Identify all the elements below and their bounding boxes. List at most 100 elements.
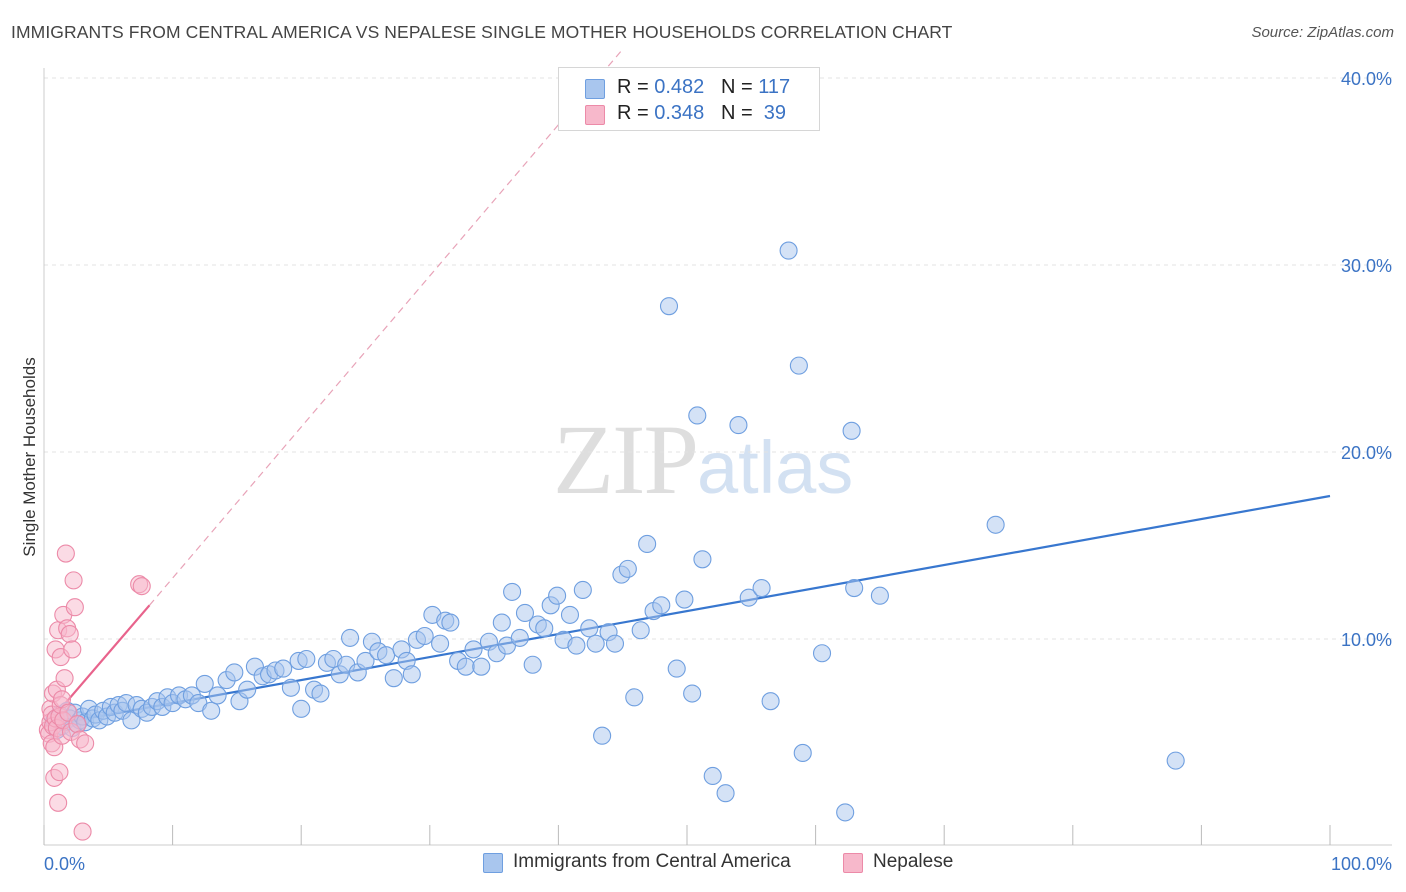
point-central-america (515, 603, 535, 623)
point-central-america (716, 784, 735, 803)
series-nepalese (38, 544, 151, 841)
point-central-america (456, 657, 475, 676)
point-nepalese (56, 544, 75, 563)
grid-lines (44, 77, 1392, 640)
point-central-america (431, 634, 450, 653)
point-central-america (638, 534, 657, 554)
y-tick-label: 40.0% (1341, 69, 1392, 89)
y-tick-label: 20.0% (1341, 443, 1392, 463)
point-central-america (573, 580, 592, 600)
point-nepalese (63, 640, 82, 659)
point-nepalese (64, 571, 83, 590)
point-central-america (492, 613, 511, 632)
point-central-america (761, 692, 780, 711)
point-central-america (415, 626, 434, 646)
legend-n-value: 39 (758, 102, 787, 124)
legend-swatch-central-america (483, 853, 503, 873)
point-central-america (842, 421, 861, 440)
point-central-america (659, 297, 679, 316)
watermark-atlas: atlas (697, 426, 854, 509)
point-central-america (586, 634, 605, 653)
point-central-america (225, 663, 244, 682)
nepalese-trend-extension (148, 48, 624, 606)
point-central-america (812, 644, 832, 663)
tick-labels: 10.0% 20.0% 30.0% 40.0% 0.0% 100.0% (44, 69, 1392, 874)
point-central-america (384, 669, 403, 688)
source-label[interactable]: Source: ZipAtlas.com (1251, 24, 1394, 41)
point-central-america (356, 651, 375, 670)
point-central-america (281, 678, 300, 697)
data-points (38, 241, 1185, 841)
stats-legend: R = 0.482 N = 117 R = 0.348 N = 39 (558, 67, 820, 131)
point-central-america (703, 766, 722, 786)
y-axis-label: Single Mother Households (20, 357, 39, 556)
series-central-america (45, 241, 1185, 822)
y-tick-label: 30.0% (1341, 256, 1392, 276)
point-central-america (683, 684, 702, 703)
point-central-america (793, 743, 812, 763)
legend-swatch-nepalese (585, 105, 605, 125)
legend-r-label: R = (617, 102, 655, 124)
point-central-america (693, 550, 712, 569)
point-central-america (779, 241, 798, 260)
y-tick-label: 10.0% (1341, 630, 1392, 650)
watermark-zip: ZIP (553, 404, 699, 515)
point-nepalese (132, 577, 151, 596)
point-central-america (675, 590, 694, 609)
point-central-america (464, 640, 483, 659)
legend-n-label: N = (720, 102, 759, 124)
point-central-america (195, 674, 214, 693)
point-nepalese (50, 763, 69, 782)
chart-title: IMMIGRANTS FROM CENTRAL AMERICA VS NEPAL… (11, 22, 953, 42)
legend-r-label: R = (617, 76, 655, 98)
point-central-america (472, 657, 491, 676)
watermark: ZIPatlas (553, 402, 853, 517)
point-nepalese (65, 598, 84, 617)
point-central-america (548, 586, 567, 605)
point-central-america (567, 636, 586, 655)
legend-n-label: N = (720, 76, 759, 98)
point-central-america (631, 621, 650, 640)
point-nepalese (60, 625, 79, 644)
point-central-america (789, 356, 808, 375)
x-tick-label: 0.0% (44, 854, 85, 874)
axes (43, 68, 1392, 846)
point-central-america (739, 588, 758, 607)
point-central-america (729, 416, 748, 435)
point-nepalese (76, 734, 95, 753)
legend-swatch-central-america (585, 79, 605, 99)
legend-r-value: 0.482 (654, 76, 705, 98)
point-central-america (523, 655, 542, 674)
point-central-america (986, 515, 1005, 534)
point-central-america (341, 628, 360, 647)
point-central-america (1166, 751, 1185, 770)
point-central-america (752, 579, 771, 598)
point-central-america (402, 665, 421, 684)
point-central-america (297, 649, 316, 669)
point-central-america (667, 659, 686, 678)
legend-r-value: 0.348 (654, 102, 705, 124)
legend-swatch-nepalese (843, 853, 863, 873)
legend-row-nepalese: R = 0.348 N = 39 (585, 102, 786, 128)
point-central-america (274, 659, 293, 678)
point-central-america (870, 586, 889, 605)
legend-label-nepalese: Nepalese (873, 851, 954, 872)
point-central-america (652, 596, 671, 615)
point-central-america (580, 619, 599, 638)
point-central-america (605, 634, 625, 653)
point-central-america (625, 688, 644, 707)
point-central-america (688, 406, 707, 425)
point-central-america (292, 699, 311, 718)
point-central-america (535, 619, 554, 638)
point-central-america (311, 684, 330, 703)
legend-n-value: 117 (758, 76, 791, 98)
trend-lines (43, 48, 1331, 729)
point-central-america (836, 803, 855, 822)
x-tick-label: 100.0% (1331, 854, 1392, 874)
point-central-america (441, 613, 460, 632)
point-central-america (238, 680, 257, 699)
point-central-america (510, 628, 529, 647)
legend-row-central-america: R = 0.482 N = 117 (585, 76, 790, 102)
point-central-america (503, 582, 522, 601)
